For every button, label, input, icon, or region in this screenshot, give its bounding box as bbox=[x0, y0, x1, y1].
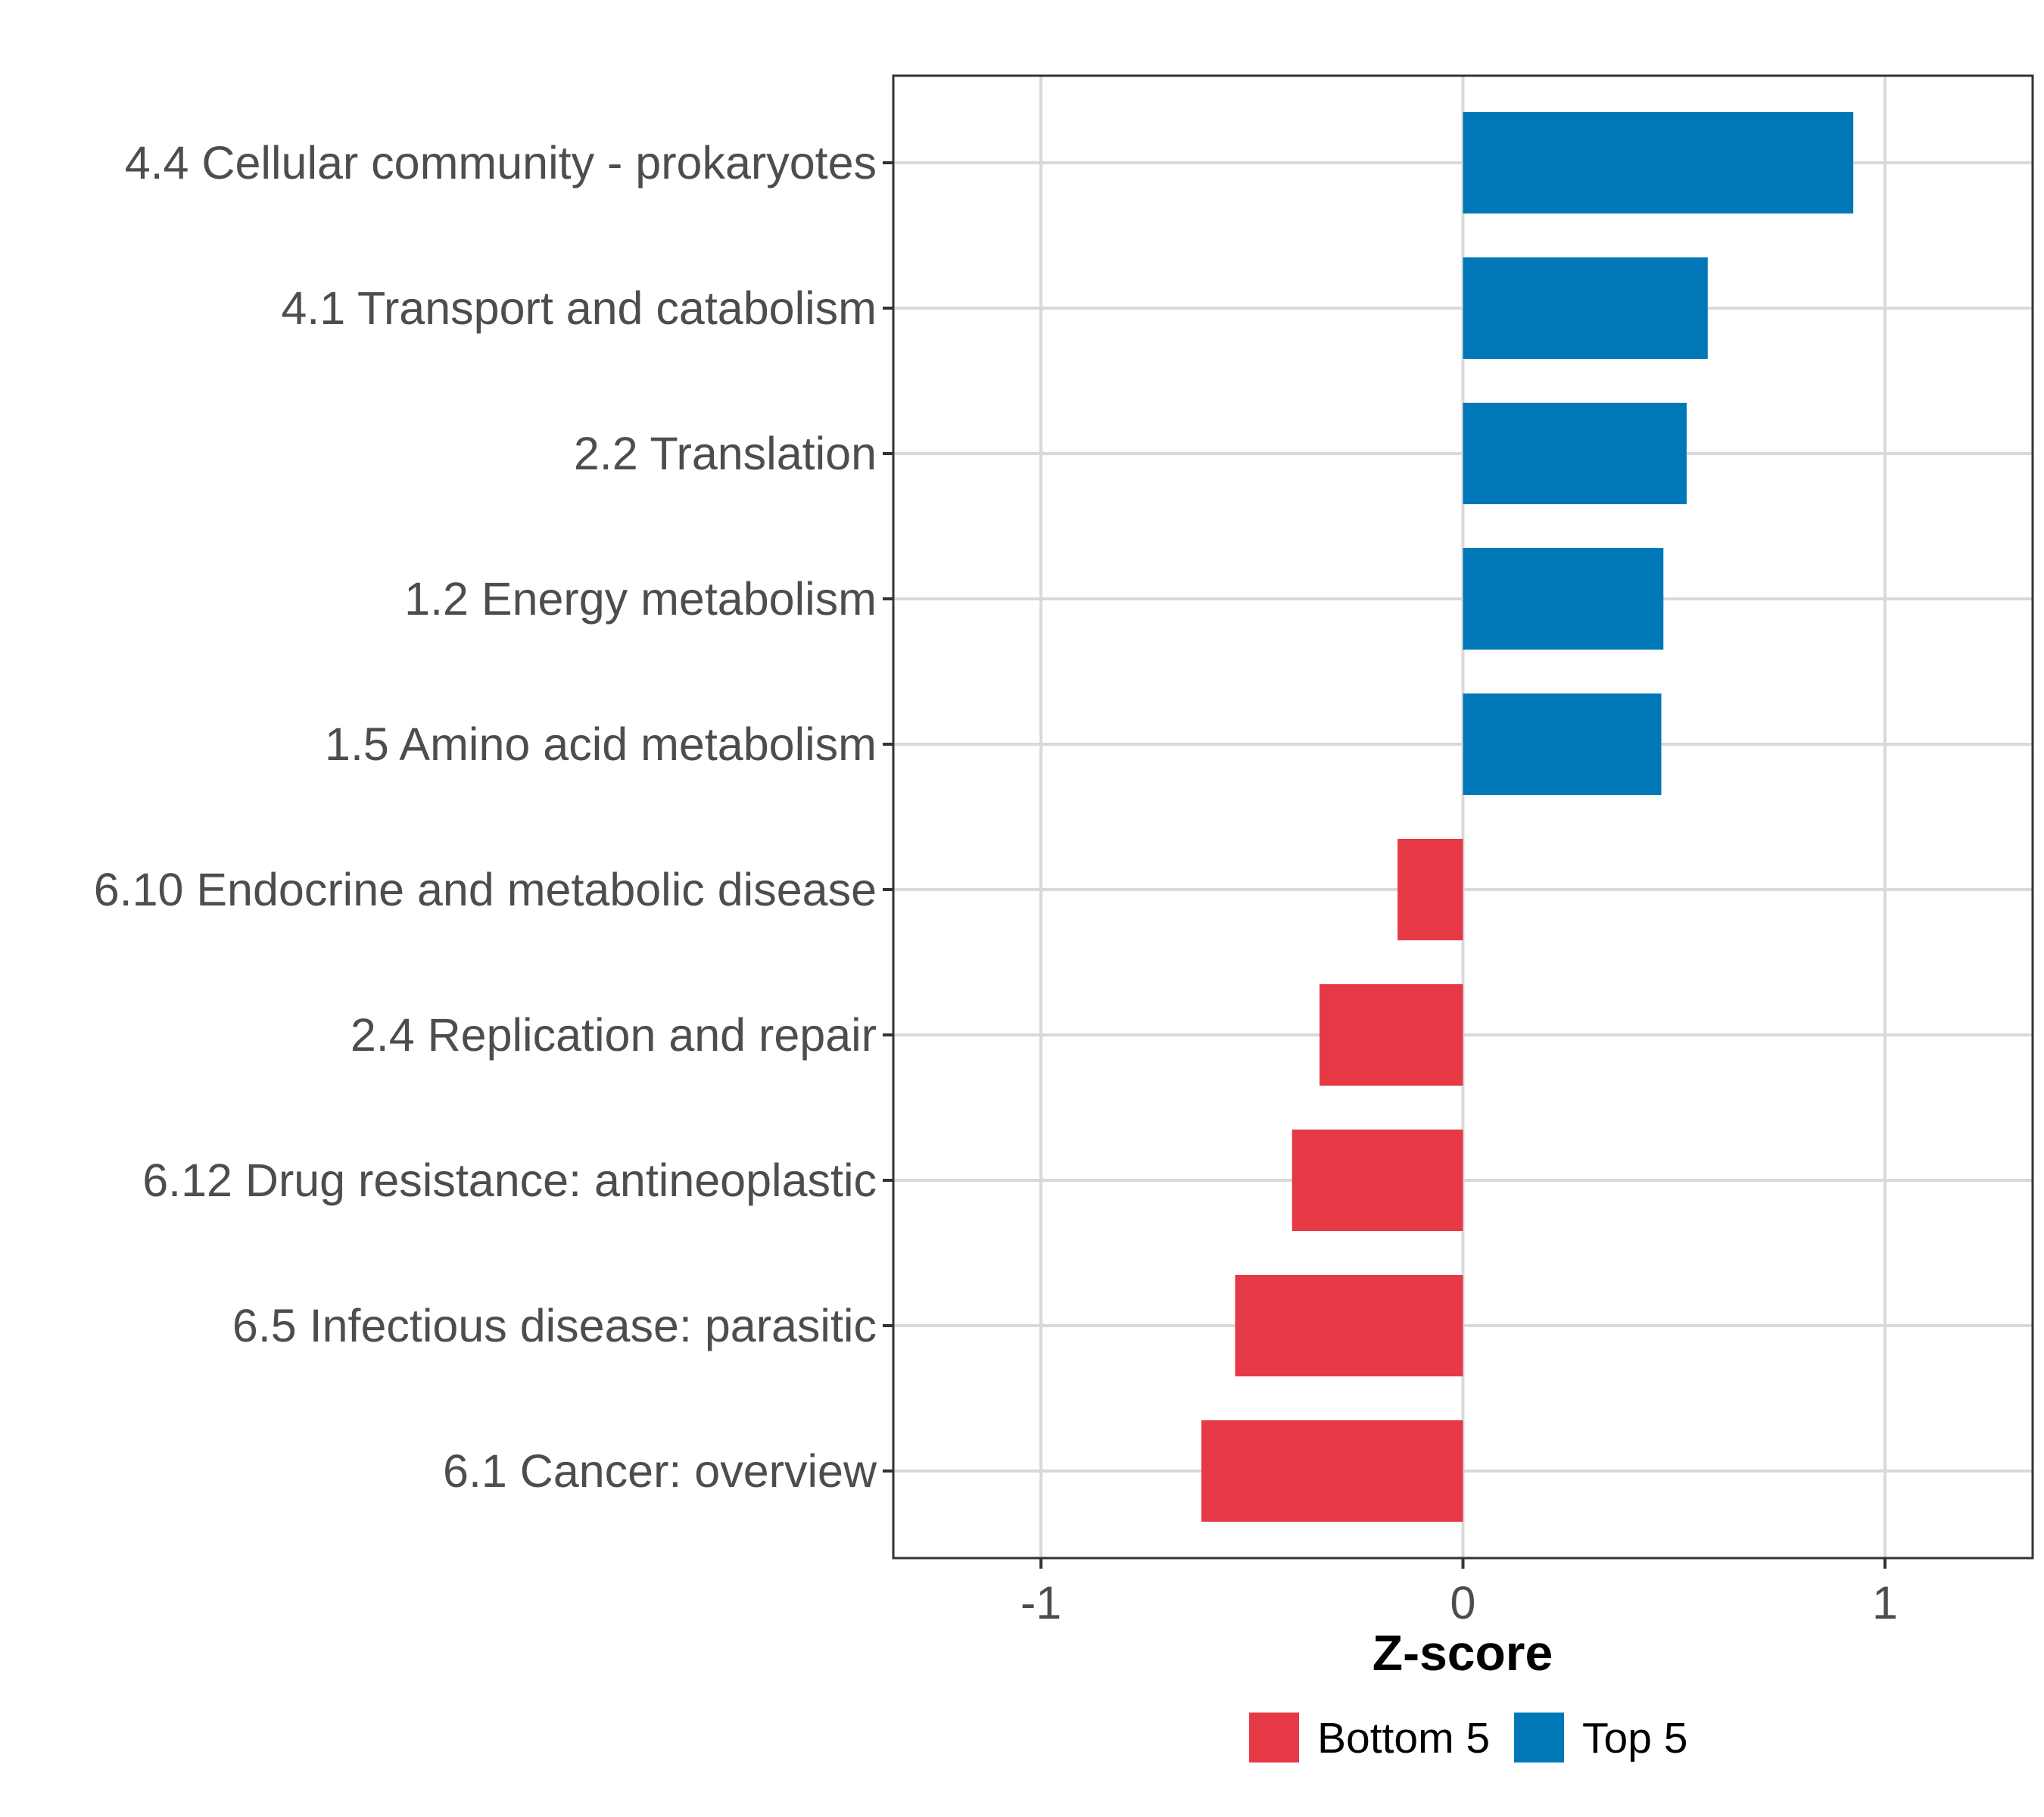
bar bbox=[1292, 1130, 1463, 1231]
x-tick-label: 0 bbox=[1450, 1577, 1476, 1628]
category-label: 6.12 Drug resistance: antineoplastic bbox=[142, 1155, 877, 1206]
bar bbox=[1201, 1420, 1463, 1522]
category-label: 6.1 Cancer: overview bbox=[443, 1445, 877, 1497]
category-label: 4.1 Transport and catabolism bbox=[281, 282, 877, 334]
x-axis-ticks: -1 0 1 bbox=[1020, 1558, 1898, 1628]
category-label: 1.5 Amino acid metabolism bbox=[325, 718, 877, 770]
category-label: 6.10 Endocrine and metabolic disease bbox=[94, 864, 877, 915]
legend: Bottom 5 Top 5 bbox=[1249, 1713, 1687, 1762]
x-axis-title: Z-score bbox=[1373, 1625, 1553, 1681]
bar bbox=[1463, 257, 1708, 359]
bar bbox=[1463, 403, 1687, 504]
bar bbox=[1397, 839, 1463, 940]
bar bbox=[1235, 1275, 1463, 1376]
category-label: 6.5 Infectious disease: parasitic bbox=[232, 1300, 877, 1351]
bar-layer bbox=[1201, 112, 1854, 1522]
legend-swatch bbox=[1249, 1713, 1299, 1762]
bar bbox=[1319, 984, 1463, 1086]
category-label: 4.4 Cellular community - prokaryotes bbox=[125, 137, 877, 189]
x-tick-label: 1 bbox=[1872, 1577, 1898, 1628]
legend-label: Top 5 bbox=[1582, 1714, 1687, 1762]
bar bbox=[1463, 548, 1664, 650]
x-tick-label: -1 bbox=[1020, 1577, 1061, 1628]
bar bbox=[1463, 112, 1854, 213]
legend-label: Bottom 5 bbox=[1317, 1714, 1490, 1762]
category-labels: 4.4 Cellular community - prokaryotes 4.1 … bbox=[94, 137, 893, 1497]
category-label: 1.2 Energy metabolism bbox=[404, 573, 877, 625]
category-label: 2.4 Replication and repair bbox=[351, 1009, 877, 1061]
legend-swatch bbox=[1514, 1713, 1564, 1762]
category-label: 2.2 Translation bbox=[574, 428, 877, 479]
bar bbox=[1463, 693, 1662, 795]
